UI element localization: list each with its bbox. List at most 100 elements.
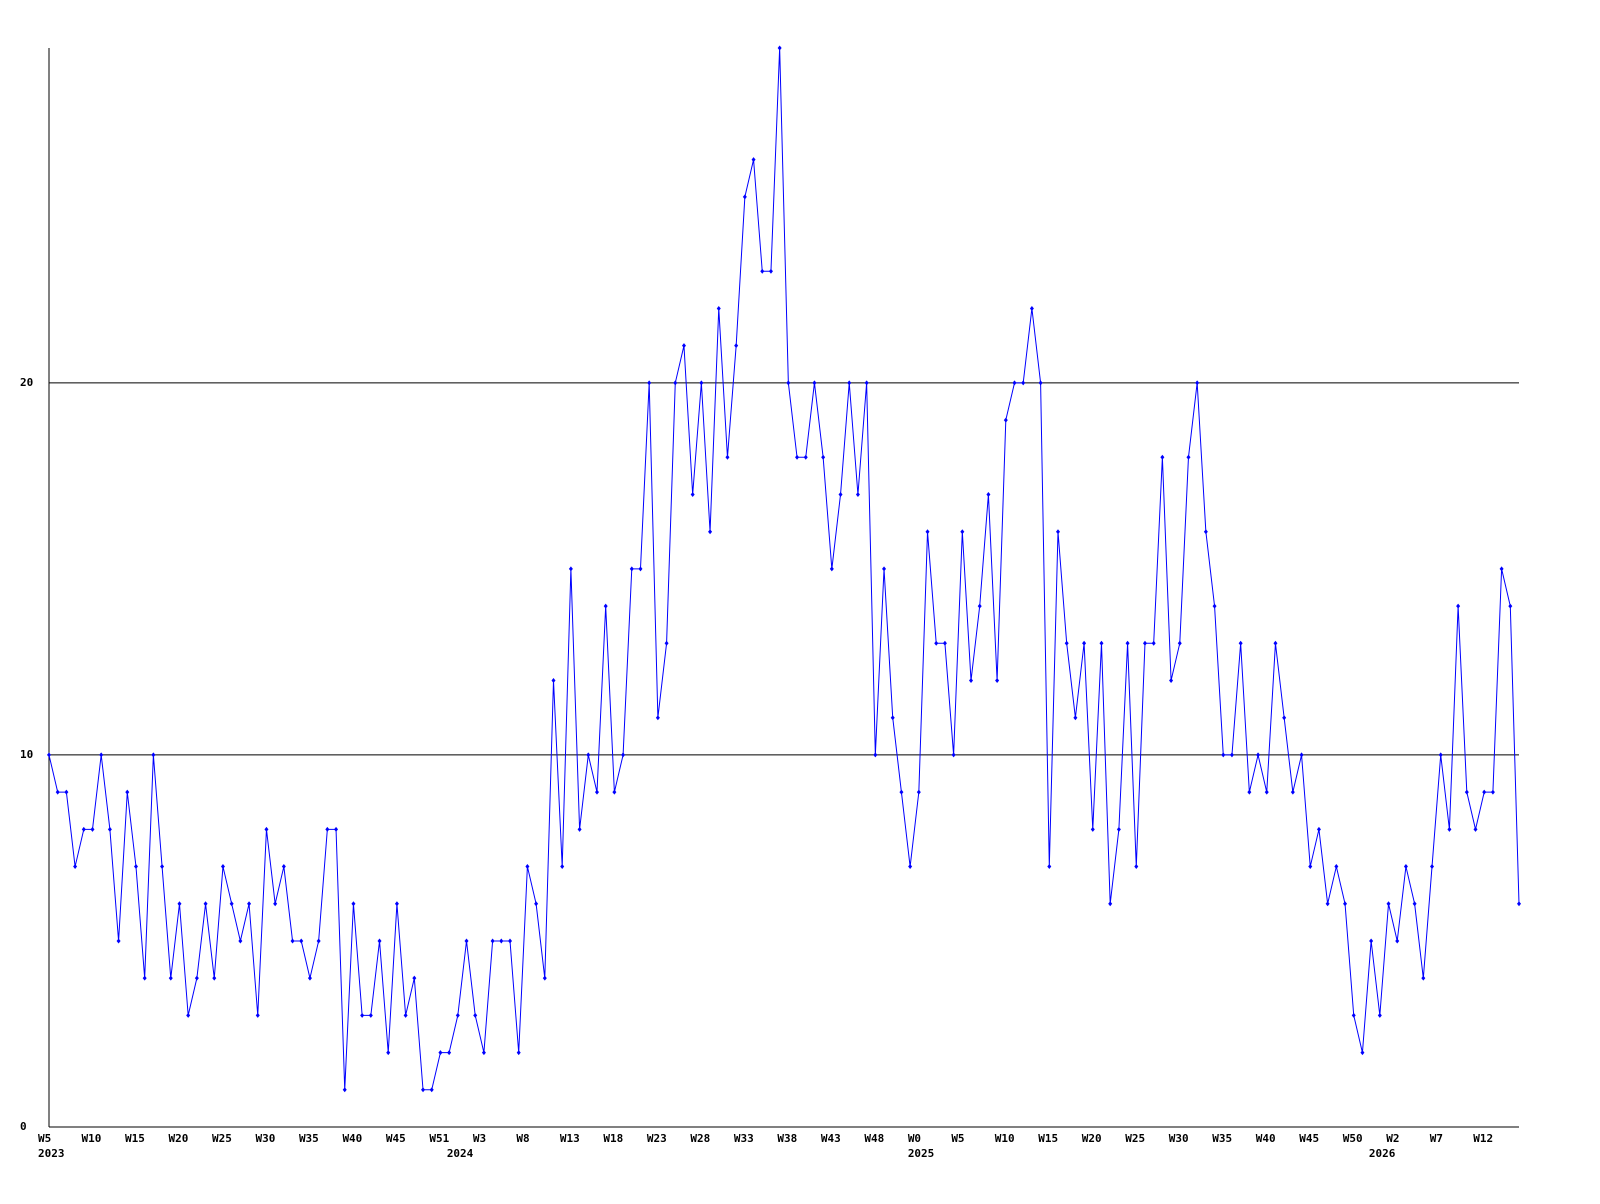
marker xyxy=(360,1012,365,1018)
marker xyxy=(577,826,582,832)
marker xyxy=(220,864,225,870)
marker xyxy=(551,678,556,684)
marker xyxy=(1482,789,1487,795)
marker xyxy=(351,901,356,907)
marker xyxy=(612,789,617,795)
marker xyxy=(1116,826,1121,832)
marker xyxy=(1447,826,1452,832)
marker xyxy=(212,975,217,981)
marker xyxy=(1360,1050,1365,1056)
x-tick-label: W28 xyxy=(690,1132,710,1145)
marker xyxy=(1316,826,1321,832)
marker xyxy=(481,1050,486,1056)
year-label: 2026 xyxy=(1369,1147,1396,1160)
marker xyxy=(838,491,843,497)
marker xyxy=(255,1012,260,1018)
marker xyxy=(1038,380,1043,386)
marker xyxy=(1325,901,1330,907)
marker xyxy=(290,938,295,944)
marker xyxy=(1473,826,1478,832)
marker xyxy=(899,789,904,795)
marker xyxy=(203,901,208,907)
marker xyxy=(107,826,112,832)
x-tick-label: W30 xyxy=(255,1132,275,1145)
marker xyxy=(386,1050,391,1056)
marker xyxy=(377,938,382,944)
marker xyxy=(464,938,469,944)
marker xyxy=(1151,640,1156,646)
marker xyxy=(525,864,530,870)
marker xyxy=(133,864,138,870)
marker xyxy=(699,380,704,386)
marker xyxy=(473,1012,478,1018)
marker xyxy=(368,1012,373,1018)
marker xyxy=(281,864,286,870)
marker xyxy=(568,566,573,572)
marker xyxy=(594,789,599,795)
marker xyxy=(942,640,947,646)
marker xyxy=(1412,901,1417,907)
marker xyxy=(742,194,747,200)
y-tick-label: 0 xyxy=(20,1120,27,1133)
marker xyxy=(951,752,956,758)
x-tick-label: W50 xyxy=(1343,1132,1363,1145)
year-label: 2023 xyxy=(38,1147,65,1160)
y-tick-label: 10 xyxy=(20,748,33,761)
marker xyxy=(247,901,252,907)
x-tick-label: W45 xyxy=(386,1132,406,1145)
marker xyxy=(1169,678,1174,684)
marker xyxy=(429,1087,434,1093)
marker xyxy=(855,491,860,497)
marker xyxy=(438,1050,443,1056)
marker xyxy=(1430,864,1435,870)
marker xyxy=(908,864,913,870)
marker xyxy=(829,566,834,572)
x-tick-label: W30 xyxy=(1169,1132,1189,1145)
marker xyxy=(455,1012,460,1018)
x-tick-label: W48 xyxy=(864,1132,884,1145)
x-tick-label: W10 xyxy=(81,1132,101,1145)
marker xyxy=(716,305,721,311)
marker xyxy=(1421,975,1426,981)
marker xyxy=(760,268,765,274)
marker xyxy=(768,268,773,274)
marker xyxy=(603,603,608,609)
marker xyxy=(1012,380,1017,386)
marker xyxy=(1212,603,1217,609)
marker xyxy=(1203,529,1208,535)
marker xyxy=(647,380,652,386)
year-label: 2024 xyxy=(447,1147,474,1160)
marker xyxy=(925,529,930,535)
marker xyxy=(560,864,565,870)
marker xyxy=(1099,640,1104,646)
marker xyxy=(777,45,782,51)
marker xyxy=(90,826,95,832)
marker xyxy=(1134,864,1139,870)
marker xyxy=(812,380,817,386)
x-tick-label: W0 xyxy=(908,1132,921,1145)
marker xyxy=(499,938,504,944)
marker xyxy=(1142,640,1147,646)
marker xyxy=(1108,901,1113,907)
marker xyxy=(1221,752,1226,758)
marker xyxy=(890,715,895,721)
marker xyxy=(194,975,199,981)
marker xyxy=(638,566,643,572)
marker xyxy=(508,938,513,944)
marker xyxy=(81,826,86,832)
marker xyxy=(1282,715,1287,721)
marker xyxy=(751,157,756,163)
marker xyxy=(586,752,591,758)
marker xyxy=(621,752,626,758)
marker xyxy=(55,789,60,795)
x-tick-label: W7 xyxy=(1430,1132,1443,1145)
x-tick-label: W5 xyxy=(38,1132,51,1145)
marker xyxy=(1055,529,1060,535)
marker xyxy=(673,380,678,386)
marker xyxy=(412,975,417,981)
marker xyxy=(934,640,939,646)
marker xyxy=(177,901,182,907)
marker xyxy=(1377,1012,1382,1018)
marker xyxy=(1195,380,1200,386)
